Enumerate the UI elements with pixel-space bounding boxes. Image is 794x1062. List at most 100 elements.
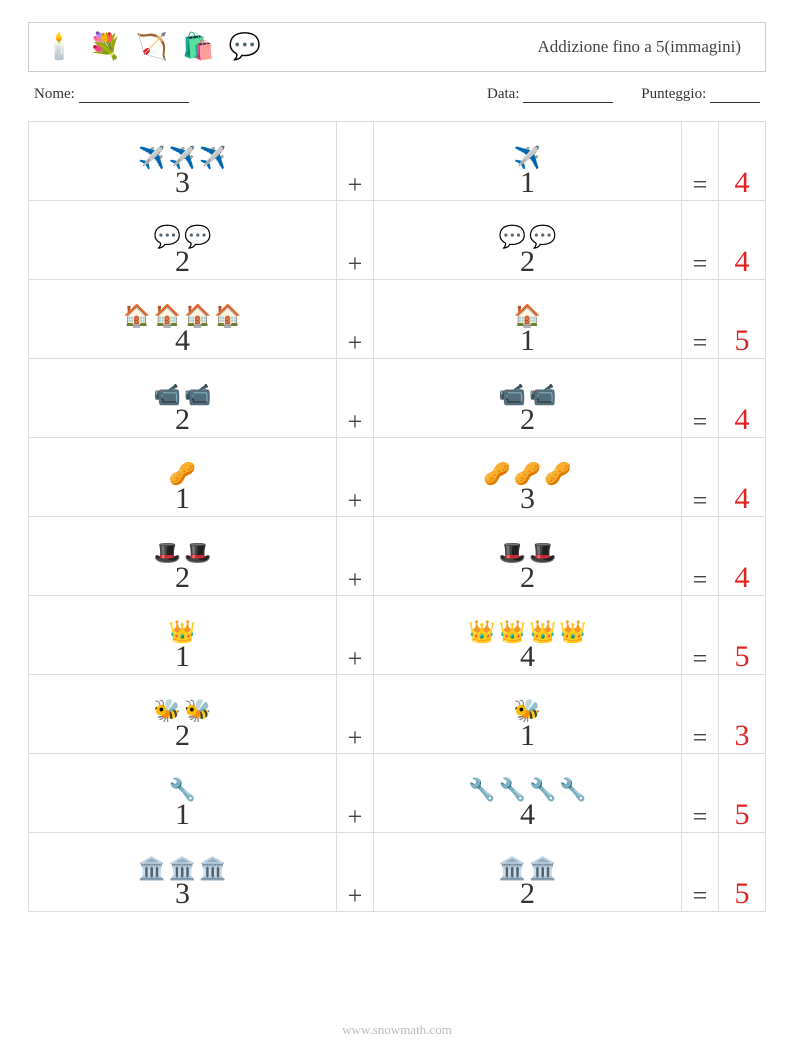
answer-cell: 5 [719,596,766,675]
count-icon: 🏠 [123,305,150,327]
operand-b-cell: ✈️1 [374,122,682,201]
operand-a-value: 3 [175,167,190,201]
count-icon: ✈️ [199,147,226,169]
operand-a-value: 2 [175,562,190,596]
footer: www.snowmath.com [28,1022,766,1062]
count-icon: 👑 [468,621,495,643]
date-label: Data: [487,86,519,102]
operand-b-cell: 🎩🎩2 [374,517,682,596]
operand-a-value: 2 [175,246,190,280]
table-row: 🥜1+🥜🥜🥜3=4 [29,438,766,517]
count-icon: 🏛️ [169,858,196,880]
equals-cell: = [682,754,719,833]
count-icon: 🏛️ [529,858,556,880]
operator-cell: + [337,754,374,833]
operand-b-cell: 🏠1 [374,280,682,359]
header-icon: 💐 [89,32,127,62]
header-icon: 🛍️ [182,32,220,62]
count-icon: ✈️ [169,147,196,169]
count-icon: 🏠 [214,305,241,327]
count-icon: 🔧 [529,779,556,801]
count-icon: 📹 [499,384,526,406]
answer-cell: 4 [719,122,766,201]
table-row: 🏠🏠🏠🏠4+🏠1=5 [29,280,766,359]
operand-a-value: 2 [175,404,190,438]
operand-a-cell: 🏠🏠🏠🏠4 [29,280,337,359]
name-blank[interactable] [79,88,189,103]
operator-cell: + [337,438,374,517]
operand-b-cell: 💬💬2 [374,201,682,280]
operand-a-cell: 🥜1 [29,438,337,517]
count-icon: 🐝 [184,700,211,722]
table-row: 🏛️🏛️🏛️3+🏛️🏛️2=5 [29,833,766,912]
count-icon: ✈️ [138,147,165,169]
count-icon: 👑 [499,621,526,643]
worksheet-title: Addizione fino a 5(immagini) [538,37,751,57]
count-icon: 💬 [154,226,181,248]
count-icon: 🎩 [184,542,211,564]
operand-b-icons: 🥜🥜🥜 [483,463,571,485]
count-icon: 🏛️ [199,858,226,880]
count-icon: 👑 [169,621,196,643]
header-icon: 💬 [229,32,267,62]
operand-b-icons: ✈️ [514,147,541,169]
count-icon: 🥜 [514,463,541,485]
operator-cell: + [337,280,374,359]
table-row: 🎩🎩2+🎩🎩2=4 [29,517,766,596]
operand-a-value: 1 [175,799,190,833]
worksheet-table: ✈️✈️✈️3+✈️1=4💬💬2+💬💬2=4🏠🏠🏠🏠4+🏠1=5📹📹2+📹📹2=… [28,121,766,912]
count-icon: 🏠 [514,305,541,327]
count-icon: 💬 [529,226,556,248]
operand-b-value: 3 [520,483,535,517]
equals-cell: = [682,280,719,359]
operand-a-icons: 🔧 [169,779,196,801]
count-icon: 🥜 [169,463,196,485]
operand-a-value: 1 [175,483,190,517]
operand-b-value: 1 [520,720,535,754]
table-row: 📹📹2+📹📹2=4 [29,359,766,438]
table-row: 🔧1+🔧🔧🔧🔧4=5 [29,754,766,833]
operand-a-cell: 👑1 [29,596,337,675]
operand-a-cell: 🎩🎩2 [29,517,337,596]
count-icon: 🥜 [483,463,510,485]
operand-b-icons: 🐝 [514,700,541,722]
operand-b-cell: 👑👑👑👑4 [374,596,682,675]
operator-cell: + [337,201,374,280]
operand-b-cell: 🥜🥜🥜3 [374,438,682,517]
count-icon: 💬 [184,226,211,248]
header-icon: 🏹 [136,32,174,62]
header-icon: 🕯️ [43,32,81,62]
operand-a-icons: 🥜 [169,463,196,485]
score-label: Punteggio: [641,86,706,102]
operand-b-cell: 🏛️🏛️2 [374,833,682,912]
equals-cell: = [682,675,719,754]
count-icon: 🥜 [544,463,571,485]
answer-cell: 5 [719,754,766,833]
count-icon: 📹 [529,384,556,406]
count-icon: 🔧 [559,779,586,801]
date-blank[interactable] [523,88,613,103]
score-blank[interactable] [710,88,760,103]
name-label: Nome: [34,86,75,102]
count-icon: 💬 [499,226,526,248]
table-row: 💬💬2+💬💬2=4 [29,201,766,280]
count-icon: 🎩 [154,542,181,564]
header-bar: 🕯️ 💐 🏹 🛍️ 💬 Addizione fino a 5(immagini) [28,22,766,72]
operand-b-value: 2 [520,404,535,438]
operator-cell: + [337,596,374,675]
count-icon: 👑 [559,621,586,643]
operand-b-value: 2 [520,878,535,912]
operand-a-cell: 🐝🐝2 [29,675,337,754]
operator-cell: + [337,517,374,596]
operand-a-value: 2 [175,720,190,754]
operand-b-icons: 🏠 [514,305,541,327]
count-icon: 🐝 [514,700,541,722]
info-row: Nome: Data: Punteggio: [34,86,760,103]
count-icon: 📹 [184,384,211,406]
operand-a-cell: 💬💬2 [29,201,337,280]
table-row: 🐝🐝2+🐝1=3 [29,675,766,754]
operand-a-cell: 🏛️🏛️🏛️3 [29,833,337,912]
count-icon: 👑 [529,621,556,643]
operator-cell: + [337,122,374,201]
operator-cell: + [337,359,374,438]
